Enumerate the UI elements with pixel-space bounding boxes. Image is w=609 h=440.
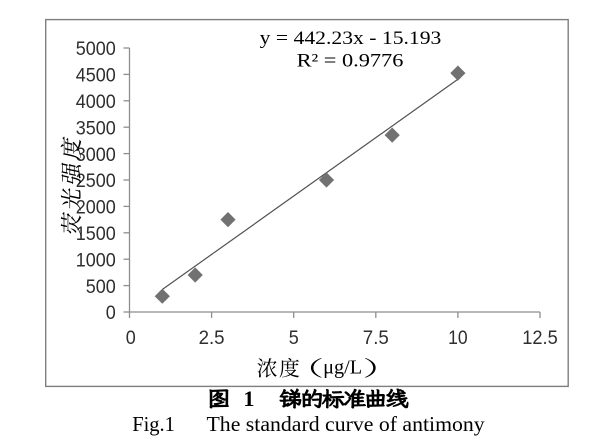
svg-text:The standard curve of antimony: The standard curve of antimony — [207, 412, 485, 436]
svg-text:3000: 3000 — [76, 145, 116, 166]
svg-text:10: 10 — [448, 328, 468, 349]
svg-text:2500: 2500 — [76, 171, 116, 192]
svg-text:1000: 1000 — [76, 250, 116, 271]
svg-text:μg/L: μg/L — [323, 357, 362, 379]
svg-text:3500: 3500 — [76, 118, 116, 139]
svg-text:Fig.1: Fig.1 — [132, 412, 175, 436]
svg-text:5: 5 — [289, 328, 299, 349]
svg-text:1500: 1500 — [76, 224, 116, 245]
svg-text:0: 0 — [106, 303, 116, 324]
svg-text:2.5: 2.5 — [199, 328, 225, 349]
svg-text:4500: 4500 — [76, 66, 116, 87]
svg-text:0: 0 — [126, 328, 136, 349]
svg-text:12.5: 12.5 — [522, 328, 558, 349]
svg-text:y = 442.23x - 15.193: y = 442.23x - 15.193 — [260, 28, 442, 49]
svg-text:500: 500 — [86, 277, 116, 298]
svg-text:7.5: 7.5 — [363, 328, 389, 349]
svg-text:1: 1 — [243, 386, 254, 411]
svg-text:2000: 2000 — [76, 198, 116, 219]
svg-text:4000: 4000 — [76, 92, 116, 113]
svg-text:R² = 0.9776: R² = 0.9776 — [297, 51, 404, 72]
svg-text:5000: 5000 — [76, 39, 116, 60]
